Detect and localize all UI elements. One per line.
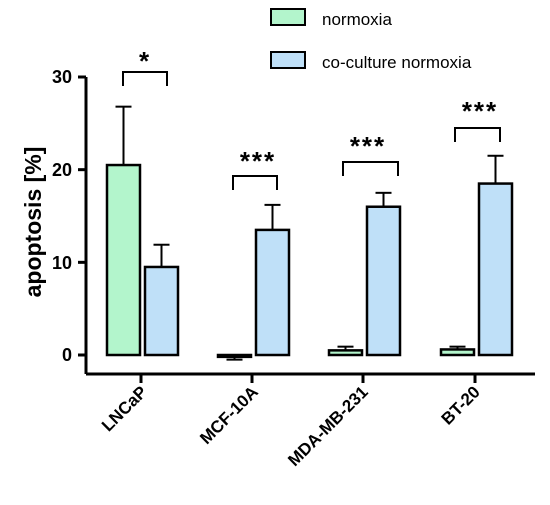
- legend-swatch-co-culture: [270, 51, 306, 69]
- bar-normoxia: [327, 349, 364, 357]
- y-axis-label: apoptosis [%]: [20, 147, 46, 298]
- legend: normoxia co-culture normoxia: [270, 8, 472, 72]
- bar-co-culture: [254, 228, 291, 357]
- x-category-label: MDA-MB-231: [284, 382, 372, 470]
- significance-bracket: [232, 175, 278, 190]
- y-tick-label: 20: [52, 160, 72, 180]
- bar-co-culture: [365, 205, 402, 357]
- y-tick-label: 10: [52, 253, 72, 273]
- x-category-label: MCF-10A: [196, 382, 262, 448]
- bar-normoxia: [105, 163, 142, 357]
- significance-bracket: [122, 71, 168, 86]
- x-category-label: BT-20: [438, 382, 484, 428]
- significance-bracket: [342, 161, 399, 176]
- bar-normoxia: [439, 348, 476, 357]
- y-tick-label: 30: [52, 67, 72, 87]
- significance-bracket: [454, 127, 501, 142]
- legend-swatch-normoxia: [270, 8, 306, 26]
- significance-label: ***: [240, 146, 276, 176]
- bar-normoxia: [216, 353, 253, 359]
- significance-label: *: [139, 46, 151, 76]
- x-category-label: LNCaP: [98, 382, 151, 435]
- legend-label-co-culture: co-culture normoxia: [322, 53, 472, 72]
- y-tick-label: 0: [62, 345, 72, 365]
- significance-label: ***: [350, 131, 386, 161]
- legend-label-normoxia: normoxia: [322, 10, 392, 29]
- bar-co-culture: [477, 182, 514, 357]
- bar-co-culture: [143, 265, 180, 357]
- significance-label: ***: [462, 96, 498, 126]
